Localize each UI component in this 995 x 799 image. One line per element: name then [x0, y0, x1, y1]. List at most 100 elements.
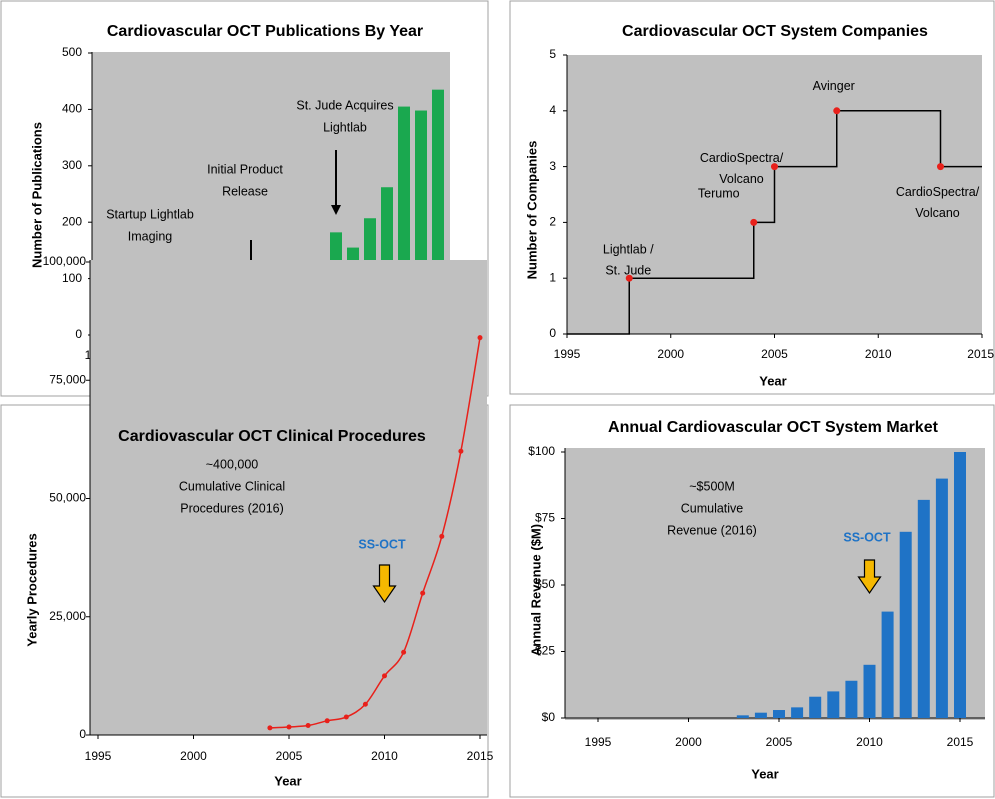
annotation-arrow	[857, 559, 882, 595]
y-tick-label: $0	[542, 710, 556, 724]
annotation: SS-OCT	[843, 530, 891, 544]
annotation: Cumulative Clinical	[179, 479, 285, 493]
bar	[736, 715, 749, 718]
annotation: Initial Product	[207, 162, 283, 176]
point-marker	[771, 163, 778, 171]
annotation: Cumulative	[681, 501, 744, 515]
x-tick-label: 2010	[856, 735, 883, 749]
y-tick-label: 300	[62, 158, 82, 172]
y-tick-label: 100	[62, 271, 82, 285]
annotation: Imaging	[128, 229, 173, 243]
point-label: Lightlab /	[603, 242, 654, 256]
point-marker	[305, 723, 311, 729]
point-marker	[477, 335, 483, 341]
point-marker	[286, 724, 292, 730]
y-tick-label: $100	[528, 444, 555, 458]
point-marker	[267, 725, 273, 731]
plot-area	[90, 260, 487, 735]
chart-panel: Annual Cardiovascular OCT System Market Y…	[509, 404, 995, 798]
y-tick-label: 4	[549, 103, 556, 117]
x-axis-label: Year	[759, 373, 786, 388]
point-marker	[362, 701, 368, 707]
x-tick-label: 1995	[585, 735, 612, 749]
annotation: ~$500M	[689, 479, 735, 493]
bar	[845, 680, 858, 718]
y-axis-label: Number of Companies	[524, 141, 539, 280]
x-tick-label: 2015	[967, 347, 994, 361]
x-tick-label: 2010	[371, 749, 398, 763]
point-label: Volcano	[719, 172, 764, 186]
point-label: CardioSpectra/	[700, 151, 784, 165]
y-tick-label: $75	[535, 511, 555, 525]
x-axis-label: Year	[274, 773, 301, 788]
point-marker	[382, 673, 387, 679]
annotation: Lightlab	[323, 120, 367, 134]
y-tick-label: 25,000	[49, 609, 86, 623]
y-tick-label: 400	[62, 102, 82, 116]
y-tick-label: 0	[75, 327, 82, 341]
point-marker	[401, 649, 407, 655]
plot-area	[565, 448, 985, 720]
x-tick-label: 2005	[276, 749, 303, 763]
bar	[773, 710, 785, 718]
point-marker	[625, 274, 633, 282]
x-tick-label: 2015	[467, 749, 494, 763]
y-tick-label: 1	[549, 270, 556, 284]
point-marker	[458, 448, 464, 454]
x-tick-label: 1995	[554, 347, 581, 361]
y-axis-label: Annual Revenue ($M)	[528, 524, 543, 656]
y-tick-label: 3	[549, 159, 556, 173]
y-tick-label: 0	[549, 326, 556, 340]
point-marker	[420, 590, 426, 596]
y-tick-label: 100,000	[43, 254, 87, 268]
y-tick-label: 50,000	[49, 491, 86, 505]
x-tick-label: 2000	[675, 735, 702, 749]
bar	[863, 664, 876, 718]
annotation: Startup Lightlab	[106, 207, 194, 221]
bar	[899, 531, 912, 718]
x-tick-label: 2010	[865, 347, 892, 361]
x-tick-label: 2005	[761, 347, 788, 361]
y-axis-label: Number of Publications	[29, 122, 44, 268]
annotation: Revenue (2016)	[667, 523, 757, 537]
point-marker	[750, 218, 758, 226]
chart-title: Annual Cardiovascular OCT System Market	[608, 419, 939, 436]
annotation: Release	[222, 184, 268, 198]
y-tick-label: 200	[62, 214, 82, 228]
point-label: Volcano	[915, 206, 960, 220]
y-tick-label: $50	[535, 577, 555, 591]
bar	[754, 712, 767, 718]
chart-panel: Cardiovascular OCT Clinical Procedures Ye…	[0, 254, 494, 798]
chart-title: Cardiovascular OCT Publications By Year	[107, 23, 423, 40]
x-tick-label: 2015	[947, 735, 974, 749]
bar	[935, 478, 948, 718]
bar	[827, 691, 840, 718]
x-axis-label: Year	[751, 766, 778, 781]
point-marker	[439, 533, 445, 539]
y-tick-label: $25	[535, 644, 555, 658]
bar	[917, 499, 930, 718]
y-tick-label: 2	[549, 215, 556, 229]
annotation-arrowhead	[331, 205, 341, 215]
y-axis-label: Yearly Procedures	[24, 533, 39, 646]
y-tick-label: 75,000	[49, 372, 86, 386]
y-tick-label: 500	[62, 45, 82, 59]
chart-title: Cardiovascular OCT System Companies	[622, 23, 928, 40]
bar	[809, 696, 822, 718]
point-marker	[343, 714, 349, 720]
x-tick-label: 2000	[180, 749, 207, 763]
x-tick-label: 2000	[657, 347, 684, 361]
x-tick-label: 2005	[766, 735, 793, 749]
chart-title: Cardiovascular OCT Clinical Procedures	[118, 428, 426, 445]
y-tick-label: 0	[79, 727, 86, 741]
point-marker	[937, 163, 944, 171]
x-tick-label: 1995	[85, 749, 112, 763]
point-marker	[324, 718, 330, 724]
annotation: Procedures (2016)	[180, 501, 284, 515]
bar	[954, 452, 966, 718]
annotation: SS-OCT	[358, 537, 406, 551]
point-label: Terumo	[698, 187, 740, 201]
bar	[791, 707, 804, 718]
point-marker	[833, 107, 841, 115]
